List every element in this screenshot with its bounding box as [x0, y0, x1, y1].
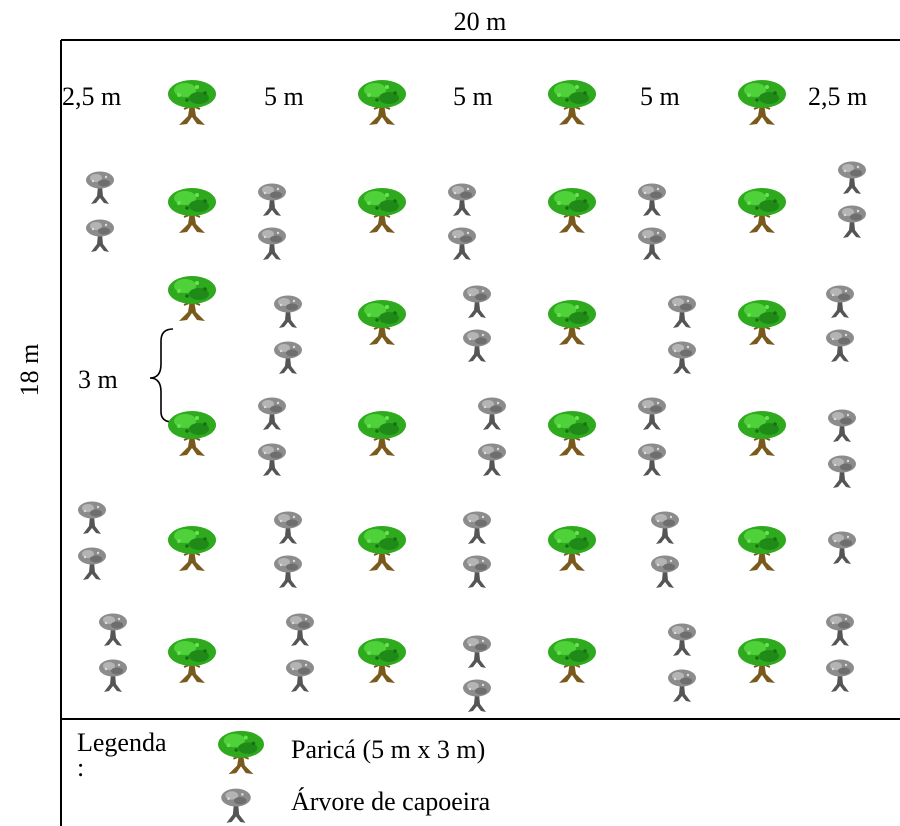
capoeira-tree-icon — [258, 227, 286, 260]
parica-tree-icon — [737, 637, 787, 684]
capoeira-tree-icon — [286, 659, 314, 692]
capoeira-tree-icon — [463, 635, 491, 668]
parica-tree-icon — [737, 525, 787, 572]
legend-parica-label: Paricá (5 m x 3 m) — [291, 735, 485, 764]
parica-tree-icon — [547, 187, 597, 234]
capoeira-tree-icon — [86, 171, 114, 204]
parica-tree-icon — [167, 410, 217, 457]
legend-title-trailing: : — [77, 753, 84, 782]
capoeira-tree-icon — [478, 443, 506, 476]
capoeira-tree-icon — [258, 183, 286, 216]
capoeira-tree-icon — [638, 227, 666, 260]
spacing-label-gap-1: 5 m — [264, 82, 304, 111]
capoeira-tree-icon — [448, 183, 476, 216]
capoeira-tree-icon — [826, 329, 854, 362]
vertical-spacing-label: 3 m — [78, 365, 118, 394]
capoeira-tree-icon — [286, 613, 314, 646]
capoeira-tree-icon — [274, 511, 302, 544]
capoeira-tree-icon — [274, 295, 302, 328]
capoeira-tree-icon — [448, 227, 476, 260]
capoeira-tree-icon — [86, 219, 114, 252]
parica-tree-icon — [357, 79, 407, 126]
capoeira-tree-icon — [828, 409, 856, 442]
vertical-spacing-brace — [149, 328, 174, 423]
capoeira-tree-icon — [638, 397, 666, 430]
capoeira-tree-icon — [274, 555, 302, 588]
parica-tree-icon — [357, 299, 407, 346]
legend-capoeira-label: Árvore de capoeira — [291, 787, 491, 816]
capoeira-tree-icon — [826, 285, 854, 318]
capoeira-tree-icon — [99, 613, 127, 646]
capoeira-tree-icon — [826, 613, 854, 646]
parica-tree-icon — [357, 187, 407, 234]
parica-tree-icon — [547, 299, 597, 346]
spacing-label-gap-2: 5 m — [453, 82, 493, 111]
spacing-label-gap-3: 5 m — [640, 82, 680, 111]
parica-tree-icon — [167, 275, 217, 322]
parica-tree-icon — [167, 525, 217, 572]
capoeira-tree-icon — [668, 669, 696, 702]
parica-tree-icon — [547, 637, 597, 684]
legend-capoeira-icon — [221, 788, 251, 823]
capoeira-tree-icon — [78, 547, 106, 580]
capoeira-tree-icon — [638, 183, 666, 216]
capoeira-tree-icon — [99, 659, 127, 692]
capoeira-tree-icon — [478, 397, 506, 430]
capoeira-tree-icon — [828, 455, 856, 488]
top-dimension-label: 20 m — [454, 7, 507, 36]
capoeira-tree-icon — [651, 511, 679, 544]
parica-tree-icon — [167, 79, 217, 126]
capoeira-tree-icon — [463, 679, 491, 712]
capoeira-tree-icon — [463, 285, 491, 318]
capoeira-tree-icon — [258, 443, 286, 476]
parica-tree-icon — [737, 410, 787, 457]
capoeira-tree-icon — [838, 161, 866, 194]
legend-parica-icon — [217, 729, 265, 776]
parica-tree-icon — [357, 410, 407, 457]
capoeira-tree-icon — [463, 555, 491, 588]
capoeira-tree-icon — [78, 501, 106, 534]
capoeira-tree-icon — [668, 341, 696, 374]
parica-tree-icon — [547, 79, 597, 126]
tree-layer — [78, 79, 866, 712]
legend-title: Legenda — [77, 728, 167, 757]
capoeira-tree-icon — [258, 397, 286, 430]
parica-tree-icon — [357, 637, 407, 684]
parica-tree-icon — [547, 525, 597, 572]
side-dimension-label: 18 m — [15, 344, 44, 397]
parica-tree-icon — [167, 187, 217, 234]
capoeira-tree-icon — [828, 531, 856, 564]
capoeira-tree-icon — [638, 443, 666, 476]
spacing-label-edge-right: 2,5 m — [808, 82, 867, 111]
capoeira-tree-icon — [838, 205, 866, 238]
capoeira-tree-icon — [463, 511, 491, 544]
parica-tree-icon — [167, 637, 217, 684]
parica-tree-icon — [737, 187, 787, 234]
capoeira-tree-icon — [668, 295, 696, 328]
parica-tree-icon — [547, 410, 597, 457]
capoeira-tree-icon — [651, 555, 679, 588]
parica-tree-icon — [737, 299, 787, 346]
capoeira-tree-icon — [826, 659, 854, 692]
capoeira-tree-icon — [463, 329, 491, 362]
parica-tree-icon — [737, 79, 787, 126]
parica-tree-icon — [357, 525, 407, 572]
spacing-label-edge-left: 2,5 m — [62, 82, 121, 111]
capoeira-tree-icon — [668, 623, 696, 656]
capoeira-tree-icon — [274, 341, 302, 374]
